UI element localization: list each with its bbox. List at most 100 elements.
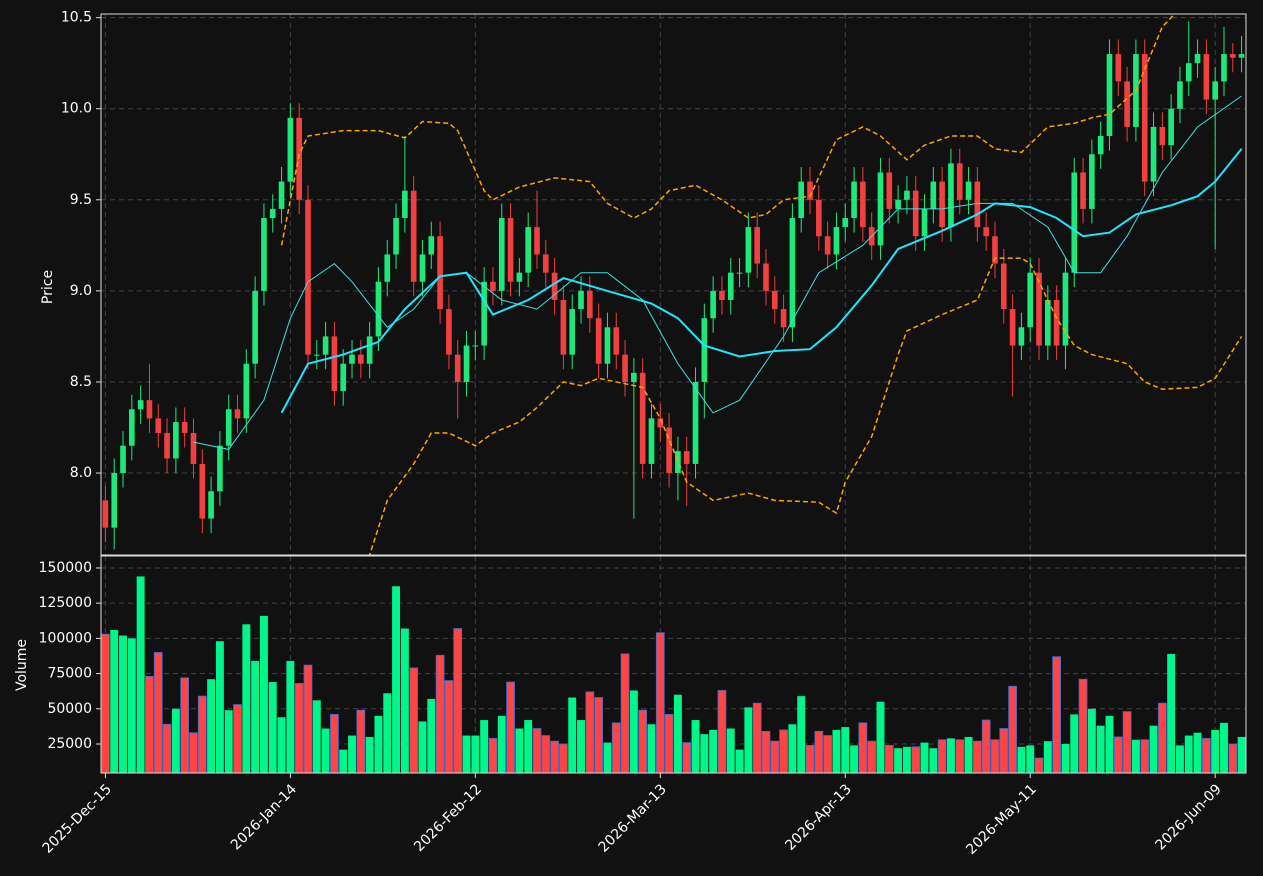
volume-bar [294,683,304,774]
candle-body [675,451,681,474]
y-tick-label: 8.5 [70,374,92,390]
candle-body [816,199,822,237]
candle-body [701,318,708,382]
volume-bar [1131,739,1140,773]
volume-bar [999,728,1009,774]
indicator-line [280,14,1176,246]
volume-bar [259,615,268,773]
volume-bar [850,745,859,773]
candle-body [402,190,408,219]
candle-body [860,181,866,228]
volume-bar [735,749,744,773]
candle-body [631,372,637,382]
candle-body [1194,54,1201,64]
volume-bar [700,734,709,773]
volume-bar [119,635,127,773]
volume-bar [629,690,638,773]
volume-bar [312,700,321,773]
candle-body [419,254,426,282]
volume-bar [365,736,374,773]
candle-body [1009,309,1016,346]
candle-body [745,227,752,273]
volume-bar [1034,757,1044,774]
candle-body [463,345,470,382]
volume-bar [664,714,674,774]
volume-bar [929,748,938,773]
volume-bar [127,638,136,773]
y-axis-label: Price [40,270,56,304]
candle-body [948,163,954,228]
indicator-line [193,95,1242,450]
volume-bar [761,730,771,774]
candle-body [507,218,514,282]
candle-body [587,290,593,319]
candle-body [912,190,919,237]
candle-body [1000,263,1007,310]
candle-body [1124,81,1130,127]
volume-bar [876,701,885,773]
volume-bar [392,586,401,773]
candle-body [173,422,179,459]
y-tick-label: 50000 [47,701,92,717]
volume-bar [1105,715,1114,773]
candle-body [569,309,576,355]
volume-bar [374,715,383,773]
candle-body [1097,136,1104,155]
volume-bar [330,714,339,774]
volume-bar [1070,714,1079,773]
candle-body [481,281,487,346]
candle-body [798,181,805,219]
volume-bar [541,735,551,774]
volume-bar [1087,708,1096,773]
volume-bar [832,729,841,773]
candle-body [613,327,620,355]
volume-bar [797,696,806,773]
volume-bar [920,742,929,773]
volume-bar [453,628,463,774]
candle-body [120,445,126,474]
volume-bar [1211,729,1220,773]
volume-bar [383,693,392,773]
volume-bar [691,720,700,773]
volume-bar [973,740,982,774]
candle-body [939,181,945,228]
candle-body [366,336,373,364]
candle-body [789,218,796,328]
candle-body [305,199,311,355]
volume-bar [197,695,207,774]
plot-frame [100,13,1247,556]
volume-bar [1096,725,1105,773]
volume-bar [655,632,665,774]
volume-bar [480,720,489,773]
candle-body [719,290,725,300]
volume-bar [937,739,947,774]
volume-bar [717,690,727,774]
candle-body [921,208,928,237]
candle-body [1177,81,1183,109]
volume-bar [1149,725,1158,773]
y-tick-label: 25000 [47,736,92,752]
y-tick-label: 10.0 [61,101,92,117]
candle-body [1115,54,1122,82]
candle-body [551,272,558,300]
candle-body [1212,81,1218,100]
volume-bar [1008,685,1017,774]
candle-body [1018,327,1025,346]
y-tick-label: 100000 [39,630,92,646]
candle-body [807,181,813,200]
candle-body [1229,54,1236,58]
candle-body [472,345,479,347]
volume-bar [955,739,965,774]
candle-body [1106,54,1113,137]
volume-bar [189,732,198,774]
candle-body [780,309,787,328]
volume-bar [964,736,973,773]
volume-bar [1078,678,1088,774]
candle-body [710,290,716,319]
candle-body [974,181,981,228]
candle-body [956,163,963,200]
y-tick-label: 9.0 [70,283,92,299]
candle-body [904,190,910,200]
